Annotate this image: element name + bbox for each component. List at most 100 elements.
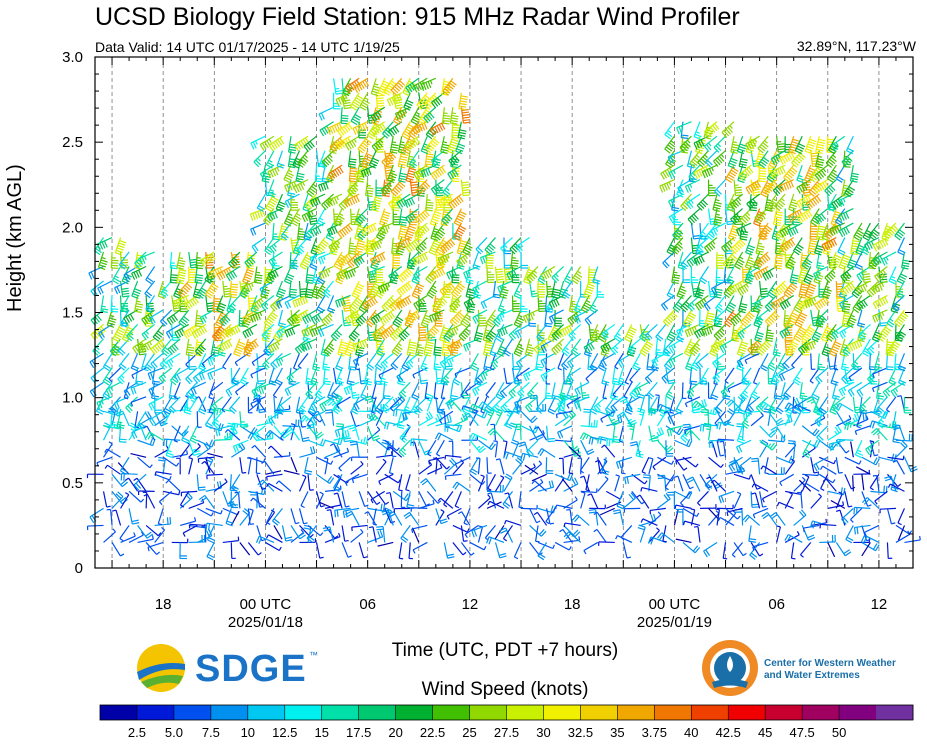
barb-staff: [154, 473, 170, 481]
wind-barb: [349, 440, 360, 458]
barb-feather: [385, 166, 393, 169]
barb-staff: [173, 425, 181, 441]
wind-barb: [123, 265, 138, 282]
barb-feather: [196, 267, 204, 270]
barb-staff: [261, 324, 267, 341]
barb-feather: [397, 343, 402, 347]
barb-feather: [112, 528, 116, 533]
barb-feather: [372, 88, 380, 92]
barb-feather: [370, 499, 374, 504]
barb-feather: [141, 333, 147, 341]
barb-staff: [273, 396, 276, 413]
barb-feather: [163, 288, 168, 293]
wind-barb: [111, 473, 129, 488]
barb-feather: [301, 215, 306, 223]
barb-feather: [258, 537, 263, 544]
barb-feather: [230, 406, 237, 413]
barb-feather: [396, 447, 400, 452]
barb-feather: [391, 209, 399, 212]
barb-feather: [409, 341, 417, 344]
wind-barb: [324, 500, 342, 509]
wind-barb: [201, 460, 215, 475]
barb-feather: [104, 422, 111, 427]
barb-feather: [154, 471, 157, 476]
barb-feather: [178, 259, 186, 263]
barb-feather: [227, 388, 233, 396]
barb-feather: [125, 273, 131, 280]
barb-staff: [341, 542, 349, 558]
barb-feather: [306, 380, 314, 383]
barb-feather: [134, 310, 142, 314]
wind-barb: [390, 352, 403, 371]
wind-barb: [239, 367, 249, 386]
barb-staff: [134, 411, 139, 428]
barb-feather: [285, 539, 293, 542]
barb-staff: [102, 425, 112, 441]
barb-feather: [382, 194, 390, 197]
barb-feather: [152, 394, 160, 398]
barb-feather: [133, 484, 140, 491]
barb-feather: [130, 402, 134, 407]
barb-feather: [288, 163, 296, 166]
barb-feather: [205, 523, 208, 531]
barb-feather: [291, 239, 299, 242]
wind-barb: [232, 439, 249, 453]
barb-feather: [169, 475, 172, 481]
barb-feather: [424, 314, 430, 318]
wind-barb: [163, 396, 173, 415]
barb-feather: [209, 411, 214, 414]
barb-feather: [265, 534, 269, 539]
barb-feather: [341, 117, 349, 120]
barb-feather: [313, 276, 319, 279]
wind-barb: [209, 396, 224, 413]
wind-barb: [235, 381, 249, 396]
wind-barb: [154, 471, 172, 476]
barb-feather: [246, 260, 252, 267]
barb-staff: [173, 382, 181, 398]
wind-barb: [388, 457, 394, 475]
barb-feather: [206, 304, 215, 307]
barb-feather: [446, 465, 450, 470]
barb-feather: [399, 557, 404, 560]
barb-staff: [204, 461, 215, 475]
barb-feather: [173, 304, 181, 307]
barb-feather: [405, 179, 413, 184]
barb-feather: [179, 290, 186, 297]
barb-feather: [441, 397, 446, 400]
barb-feather: [207, 359, 212, 367]
barb-feather: [160, 320, 166, 327]
barb-feather: [116, 247, 124, 251]
barb-feather: [117, 378, 123, 385]
barb-staff: [106, 448, 121, 458]
barb-feather: [356, 245, 365, 248]
barb-feather: [161, 319, 168, 325]
barb-feather: [115, 493, 122, 499]
barb-feather: [320, 256, 325, 264]
barb-feather: [185, 364, 189, 368]
wind-barb: [205, 522, 223, 531]
barb-feather: [385, 404, 389, 408]
wind-barb: [418, 499, 435, 509]
wind-barb: [318, 265, 334, 280]
barb-staff: [229, 474, 232, 491]
barb-feather: [125, 407, 131, 414]
barb-feather: [405, 102, 413, 107]
barb-feather: [117, 491, 124, 498]
wind-barb: [316, 473, 335, 484]
barb-feather: [215, 419, 220, 423]
barb-staff: [174, 323, 190, 333]
barb-feather: [231, 487, 238, 493]
barb-feather: [161, 362, 168, 369]
barb-feather: [285, 174, 293, 179]
wind-barb: [150, 338, 166, 355]
wind-barb: [89, 381, 104, 398]
wind-barb: [345, 77, 361, 94]
barb-feather: [344, 324, 352, 327]
barb-feather: [349, 247, 357, 250]
wind-barb: [188, 534, 206, 544]
wind-barb: [250, 135, 266, 150]
barb-feather: [246, 329, 252, 337]
wind-barb: [387, 511, 403, 526]
barb-feather: [417, 194, 425, 197]
wind-barb: [358, 542, 368, 559]
